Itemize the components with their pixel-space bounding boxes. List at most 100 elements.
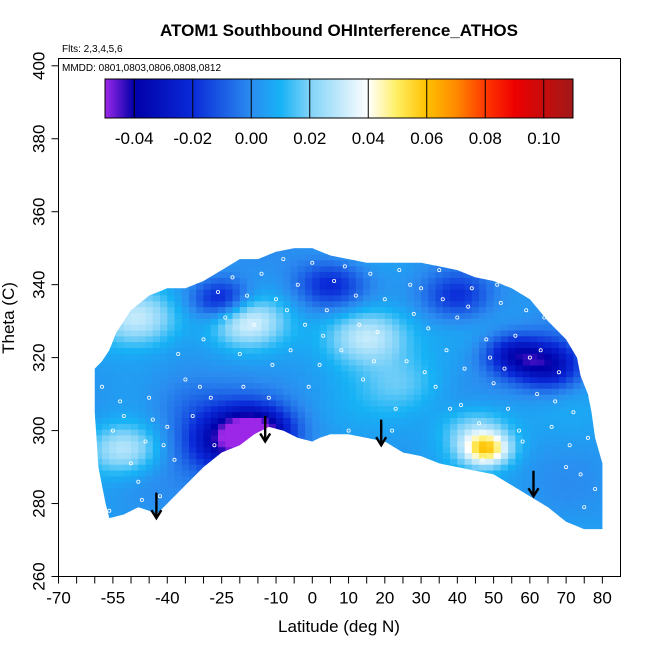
heatmap-cell (392, 364, 400, 372)
heatmap-cell (319, 318, 328, 325)
heatmap-cell (109, 364, 118, 372)
heatmap-cell (326, 341, 335, 348)
heatmap-cell (348, 388, 357, 395)
heatmap-cell (319, 265, 328, 273)
heatmap-cell (595, 505, 603, 512)
heatmap-cell (413, 440, 422, 448)
heatmap-cell (515, 470, 524, 477)
heatmap-cell (334, 289, 342, 296)
heatmap-cell (508, 423, 516, 430)
sample-point (241, 384, 246, 389)
heatmap-cell (181, 353, 190, 360)
heatmap-cell (181, 294, 190, 302)
heatmap-cell (435, 440, 444, 448)
heatmap-cell (102, 359, 110, 366)
heatmap-cell (334, 405, 342, 413)
heatmap-cell (529, 370, 538, 378)
heatmap-cell (203, 394, 212, 401)
sample-point (353, 293, 358, 298)
heatmap-cell (290, 312, 299, 319)
heatmap-cell (196, 335, 205, 343)
heatmap-cell (160, 417, 168, 424)
heatmap-cell (587, 499, 596, 506)
heatmap-cell (326, 265, 335, 273)
heatmap-cell (566, 510, 574, 518)
heatmap-cell (363, 300, 371, 308)
heatmap-cell (363, 289, 371, 296)
heatmap-cell (210, 300, 219, 308)
heatmap-cell (326, 423, 335, 430)
heatmap-cell (232, 399, 241, 407)
heatmap-cell (595, 470, 603, 477)
flights-label: Flts: 2,3,4,5,6 (62, 44, 123, 55)
heatmap-cell (471, 359, 480, 366)
heatmap-cell (529, 318, 538, 325)
heatmap-cell (334, 318, 342, 325)
heatmap-cell (196, 364, 205, 372)
heatmap-cell (326, 405, 335, 413)
heatmap-cell (203, 318, 212, 325)
heatmap-cell (537, 429, 545, 436)
heatmap-cell (232, 423, 241, 430)
heatmap-cell (370, 405, 379, 413)
heatmap-cell (573, 505, 582, 512)
heatmap-cell (116, 499, 125, 506)
heatmap-cell (384, 324, 393, 331)
heatmap-cell (174, 318, 183, 325)
arrow-head (375, 436, 388, 448)
heatmap-cell (544, 417, 553, 424)
heatmap-cell (486, 312, 495, 319)
heatmap-cell (348, 423, 357, 430)
heatmap-cell (341, 300, 350, 308)
heatmap-cell (297, 248, 306, 255)
heatmap-cell (276, 359, 284, 366)
heatmap-cell (138, 499, 147, 506)
heatmap-cell (421, 347, 429, 354)
heatmap-cell (152, 370, 161, 378)
heatmap-cell (457, 318, 466, 325)
heatmap-cell (537, 499, 545, 506)
heatmap-cell (290, 394, 299, 401)
heatmap-cell (363, 364, 371, 372)
heatmap-cell (355, 283, 364, 290)
heatmap-cell (203, 399, 212, 407)
heatmap-cell (181, 429, 190, 436)
heatmap-cell (225, 411, 234, 418)
heatmap-cell (268, 294, 277, 302)
heatmap-cell (580, 399, 589, 407)
heatmap-cell (508, 440, 516, 448)
heatmap-cell (167, 452, 176, 459)
heatmap-cell (276, 289, 284, 296)
heatmap-cell (392, 300, 400, 308)
heatmap-cell (363, 294, 371, 302)
sample-point (538, 348, 543, 353)
heatmap-cell (160, 318, 168, 325)
heatmap-cell (167, 370, 176, 378)
sample-point (487, 355, 492, 360)
heatmap-cell (138, 324, 147, 331)
heatmap-cell (297, 411, 306, 418)
heatmap-cell (145, 294, 154, 302)
sample-point (306, 384, 311, 389)
heatmap-cell (196, 283, 205, 290)
heatmap-cell (160, 475, 168, 483)
heatmap-cell (283, 277, 292, 284)
heatmap-cell (522, 300, 531, 308)
heatmap-cell (232, 370, 241, 378)
heatmap-cell (348, 341, 357, 348)
heatmap-cell (450, 440, 458, 448)
heatmap-cell (442, 265, 451, 273)
heatmap-cell (348, 353, 357, 360)
heatmap-cell (341, 411, 350, 418)
heatmap-cell (290, 265, 299, 273)
heatmap-cell (573, 458, 582, 465)
heatmap-cell (334, 341, 342, 348)
heatmap-cell (413, 353, 422, 360)
heatmap-cell (435, 376, 444, 383)
heatmap-cell (305, 329, 313, 337)
heatmap-cell (261, 283, 270, 290)
heatmap-cell (399, 440, 408, 448)
heatmap-cell (297, 399, 306, 407)
heatmap-cell (312, 294, 321, 302)
heatmap-cell (537, 388, 545, 395)
